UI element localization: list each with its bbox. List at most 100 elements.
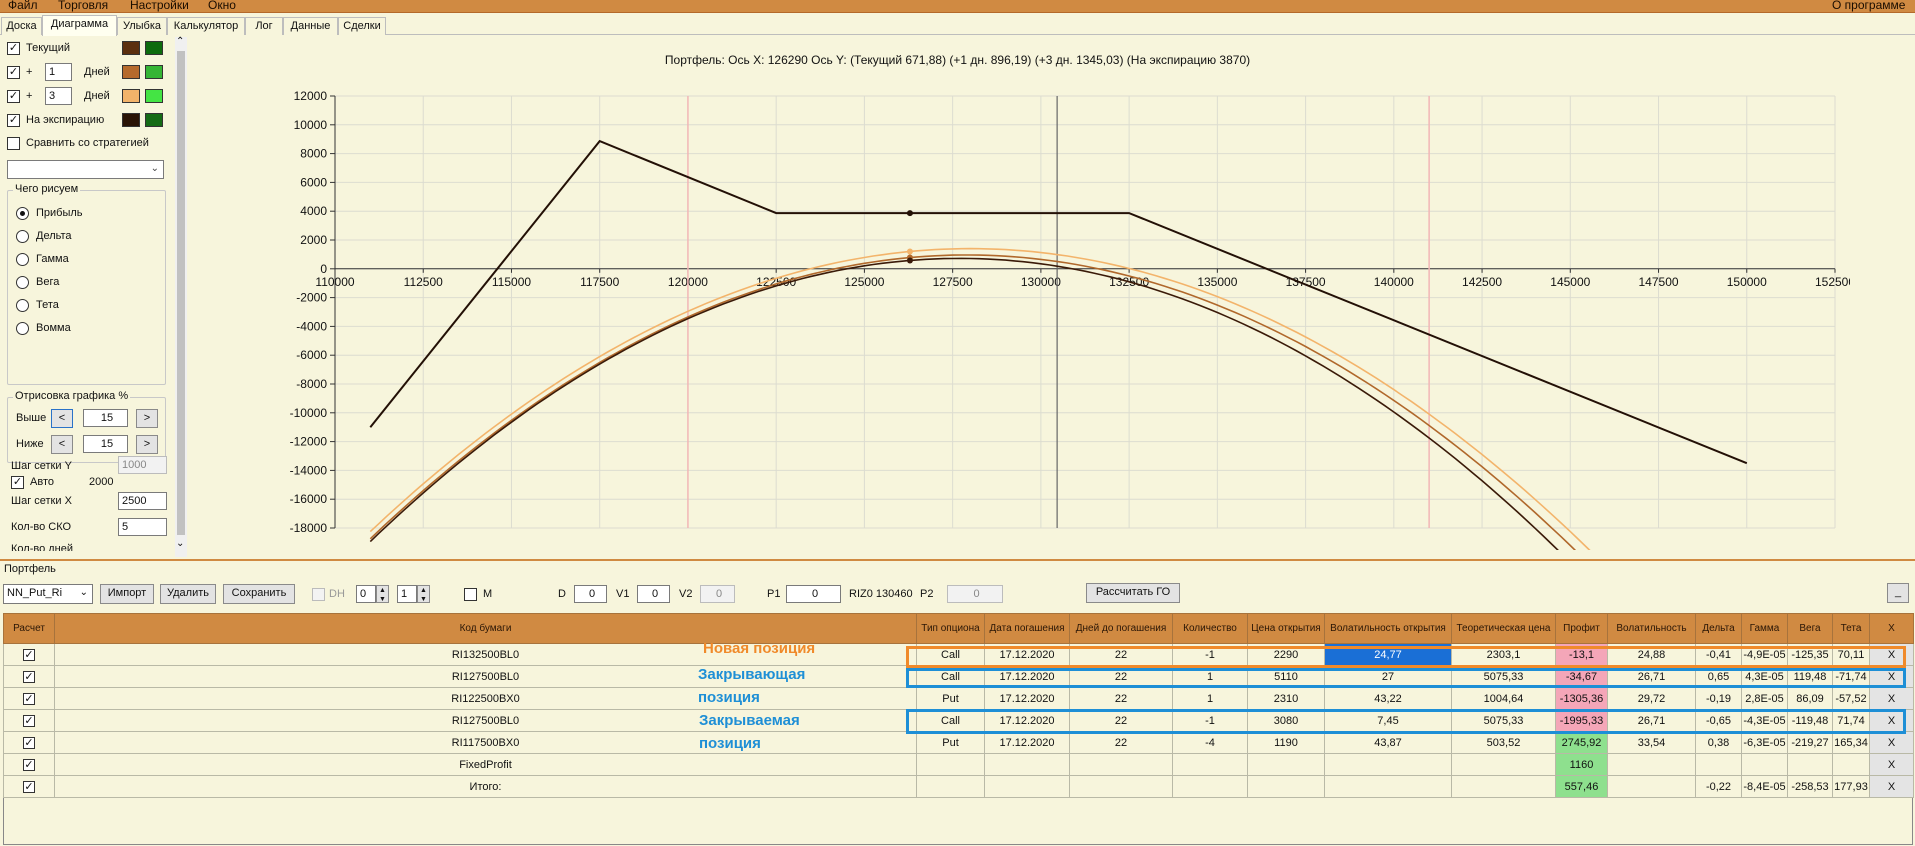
table-row[interactable]: ✓ Итого: 557,46 -0,22 -8,4E-05 -258,53 177,93 X [3,775,1914,798]
radio-theta[interactable] [16,299,29,312]
save-button[interactable]: Сохранить [223,584,295,604]
calc-checkbox[interactable]: ✓ [23,714,35,727]
delete-row-button[interactable]: X [1869,775,1914,798]
delete-row-button[interactable]: X [1869,753,1914,776]
delete-row-button[interactable]: X [1869,687,1914,710]
tab-deals[interactable]: Сделки [338,17,386,35]
plus3-color-swatch[interactable] [122,89,140,103]
column-header[interactable]: Теоретическая цена [1451,613,1556,644]
calc-checkbox-cell[interactable]: ✓ [3,753,55,776]
column-header[interactable]: Вега [1787,613,1833,644]
grid-x-input[interactable]: 2500 [118,492,167,510]
spin-1-input[interactable]: 0 [356,585,376,603]
column-header[interactable]: Дата погашения [984,613,1070,644]
spin-2-arrows[interactable]: ▲ ▼ [417,585,430,603]
m-checkbox[interactable] [464,588,477,601]
sko-input[interactable]: 5 [118,518,167,536]
plus-days-3-checkbox[interactable]: ✓ [7,90,20,103]
column-header[interactable]: Гамма [1741,613,1788,644]
tab-calculator[interactable]: Калькулятор [167,17,245,35]
radio-vega[interactable] [16,276,29,289]
sidebar-scrollbar[interactable]: ⌃ ⌄ [175,36,187,557]
calc-checkbox[interactable]: ✓ [23,758,35,771]
scrollbar-thumb[interactable] [177,51,185,535]
calc-checkbox-cell[interactable]: ✓ [3,775,55,798]
table-row[interactable]: ✓ RI127500BL0 Call 17.12.2020 22 -1 3080 7,45 50… [3,709,1914,732]
column-header[interactable]: X [1869,613,1914,644]
v1-input[interactable]: 0 [637,585,670,603]
import-button[interactable]: Импорт [100,584,154,604]
delete-row-button[interactable]: X [1869,731,1914,754]
grid-y-input[interactable]: 1000 [118,456,167,474]
column-header[interactable]: Код бумаги [54,613,917,644]
calc-checkbox-cell[interactable]: ✓ [3,731,55,754]
auto-checkbox[interactable]: ✓ [11,476,24,489]
radio-vomma[interactable] [16,322,29,335]
below-increase-button[interactable]: > [136,435,158,454]
calc-checkbox[interactable]: ✓ [23,736,35,749]
column-header[interactable]: Тета [1832,613,1870,644]
table-row[interactable]: ✓ FixedProfit 1160 X [3,753,1914,776]
above-increase-button[interactable]: > [136,409,158,428]
above-value-input[interactable]: 15 [83,409,128,427]
column-header[interactable]: Дельта [1695,613,1742,644]
column-header[interactable]: Волатильность открытия [1324,613,1452,644]
current-checkbox[interactable]: ✓ [7,42,20,55]
days-3-input[interactable]: 3 [45,87,72,105]
tab-diagram[interactable]: Диаграмма [42,15,117,36]
current-color-swatch[interactable] [122,41,140,55]
compare-checkbox[interactable] [7,137,20,150]
expiry-checkbox[interactable]: ✓ [7,114,20,127]
p2-input[interactable]: 0 [947,585,1003,603]
below-decrease-button[interactable]: < [51,435,73,454]
column-header[interactable]: Волатильность [1607,613,1696,644]
delete-button[interactable]: Удалить [160,584,216,604]
radio-profit[interactable] [16,207,29,220]
column-header[interactable]: Расчет [3,613,55,644]
calc-checkbox[interactable]: ✓ [23,692,35,705]
menu-window[interactable]: Окно [208,0,236,12]
calc-checkbox-cell[interactable]: ✓ [3,643,55,666]
p1-input[interactable]: 0 [786,585,841,603]
calc-checkbox[interactable]: ✓ [23,780,35,793]
chevron-down-icon[interactable]: ⌄ [176,538,185,549]
strategy-select[interactable]: NN_Put_Ri ⌄ [3,584,93,604]
tab-data[interactable]: Данные [283,17,338,35]
menu-settings[interactable]: Настройки [130,0,189,12]
chevron-up-icon[interactable]: ⌃ [176,36,185,47]
d-input[interactable]: 0 [574,585,607,603]
radio-delta[interactable] [16,230,29,243]
spin-1-arrows[interactable]: ▲ ▼ [376,585,389,603]
tab-smile[interactable]: Улыбка [117,17,167,35]
menu-file[interactable]: Файл [8,0,38,12]
column-header[interactable]: Цена открытия [1247,613,1325,644]
calc-checkbox-cell[interactable]: ✓ [3,709,55,732]
calculate-go-button[interactable]: Рассчитать ГО [1086,583,1180,603]
spin-2-input[interactable]: 1 [397,585,417,603]
below-value-input[interactable]: 15 [83,435,128,453]
expiry-color-swatch[interactable] [122,113,140,127]
profit-chart[interactable]: 12000 10000 8000 6000 4000 2000 0 -2000 -4000 -60… [270,88,1850,550]
plus-days-1-checkbox[interactable]: ✓ [7,66,20,79]
menu-about[interactable]: О программе [1832,0,1906,12]
panel-divider[interactable] [0,559,1915,561]
plus1-alt-color-swatch[interactable] [145,65,163,79]
calc-checkbox[interactable]: ✓ [23,670,35,683]
column-header[interactable]: Количество [1172,613,1248,644]
calc-checkbox[interactable]: ✓ [23,648,35,661]
current-alt-color-swatch[interactable] [145,41,163,55]
table-row[interactable]: ✓ RI122500BX0 Put 17.12.2020 22 1 2310 43,22 100… [3,687,1914,710]
minimize-panel-button[interactable]: _ [1887,583,1909,603]
v2-input[interactable]: 0 [700,585,735,603]
above-decrease-button[interactable]: < [51,409,73,428]
column-header[interactable]: Дней до погашения [1069,613,1173,644]
calc-checkbox-cell[interactable]: ✓ [3,665,55,688]
days-1-input[interactable]: 1 [45,63,72,81]
table-row[interactable]: ✓ RI117500BX0 Put 17.12.2020 22 -4 1190 43,87 50… [3,731,1914,754]
dh-checkbox[interactable] [312,588,325,601]
column-header[interactable]: Профит [1555,613,1608,644]
calc-checkbox-cell[interactable]: ✓ [3,687,55,710]
tab-log[interactable]: Лог [245,17,283,35]
plus1-color-swatch[interactable] [122,65,140,79]
tab-board[interactable]: Доска [1,17,42,35]
